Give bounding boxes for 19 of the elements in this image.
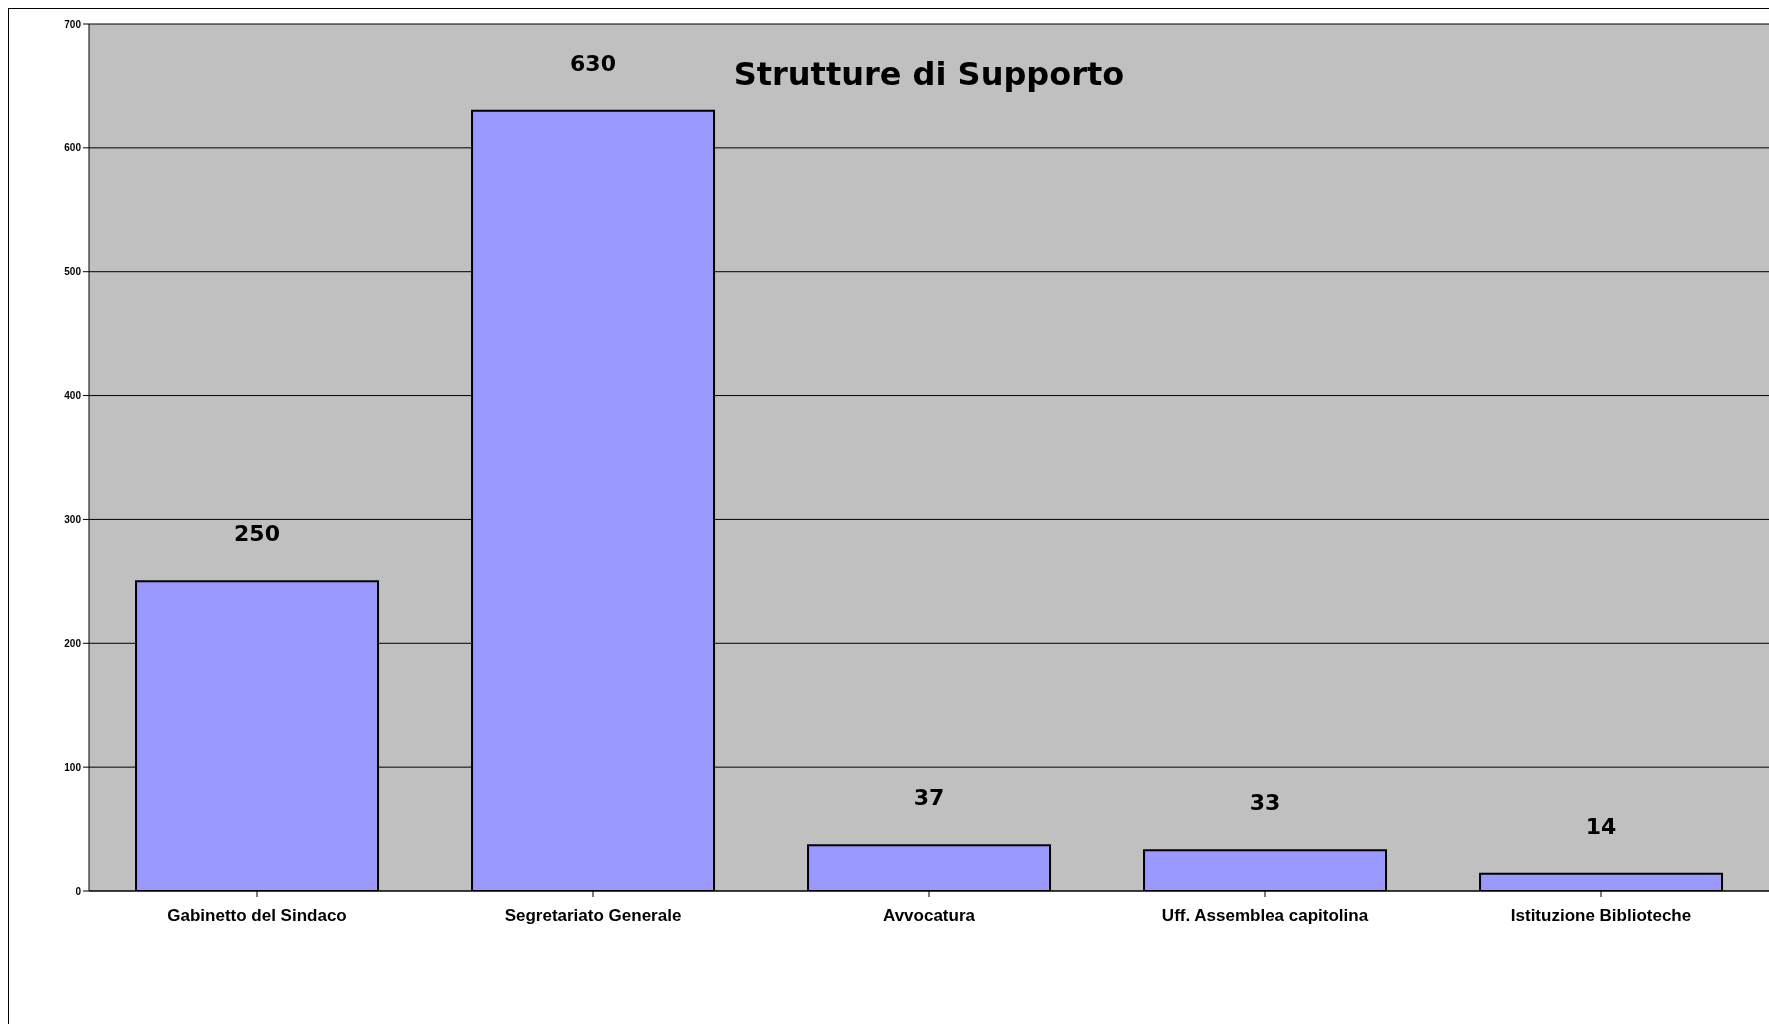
x-tick-label: Istituzione Biblioteche [1510,906,1692,926]
x-tick-label: Uff. Assemblea capitolina [1161,906,1369,926]
y-tick-label: 300 [64,513,82,525]
y-tick-label: 0 [75,885,82,897]
x-tick-label: Gabinetto del Sindaco [167,906,347,926]
x-tick-label: Avvocatura [883,906,976,926]
data-label: 37 [913,785,945,811]
data-label: 250 [234,521,281,547]
y-tick-label: 500 [64,266,82,278]
data-label: 630 [570,50,617,76]
x-tick-label: Segretariato Generale [504,906,682,926]
y-tick-label: 200 [64,637,82,649]
y-tick-label: 700 [64,18,82,30]
text: Strutture di Supporto [733,55,1125,93]
y-tick-label: 400 [64,390,82,402]
y-tick-label: 100 [64,761,82,773]
data-label: 33 [1249,790,1281,816]
data-label: 14 [1585,813,1617,839]
y-tick-label: 600 [64,142,82,154]
